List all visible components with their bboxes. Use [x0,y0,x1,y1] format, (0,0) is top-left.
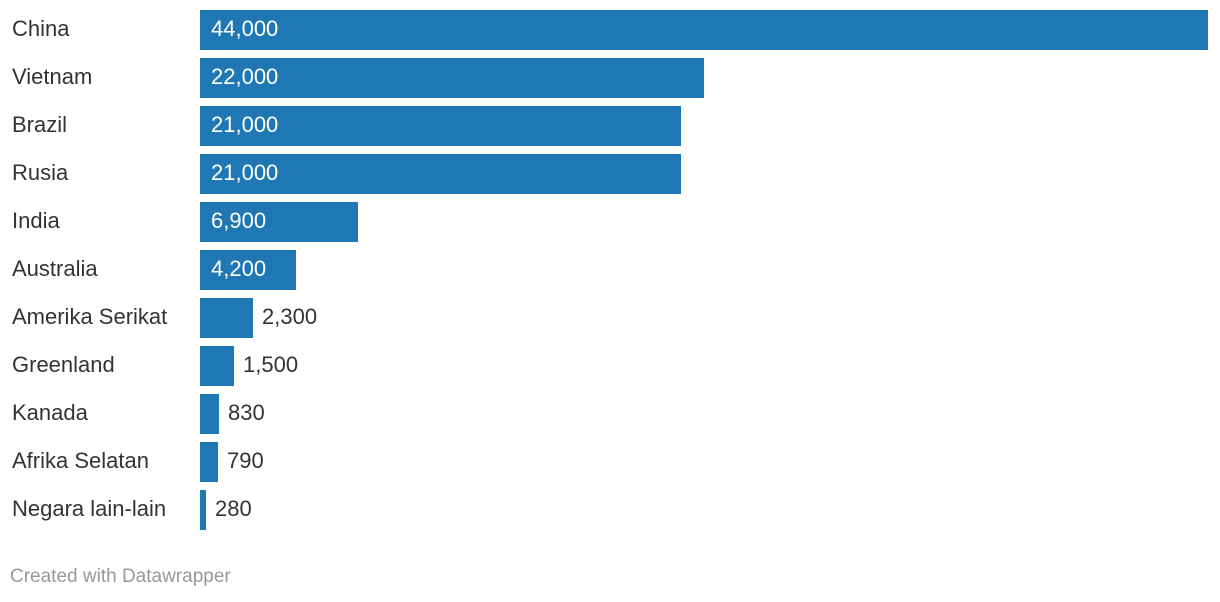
bar-chart: China 44,000 Vietnam 22,000 Brazil 21,000 Rusi… [0,10,1220,530]
bar-row: Brazil 21,000 [0,106,1220,146]
value-label: 790 [227,448,264,473]
bar [200,442,218,482]
bar [200,106,681,146]
bar-row: Afrika Selatan 790 [0,442,1220,482]
value-label: 1,500 [243,352,299,377]
credit-text: Created with Datawrapper [10,566,231,587]
category-label: Kanada [12,400,88,425]
category-label: Vietnam [12,64,93,89]
value-label: 280 [215,496,252,521]
bar [200,10,1208,50]
bar [200,58,704,98]
value-label: 4,200 [211,256,267,281]
bar [200,154,681,194]
value-label: 21,000 [211,160,279,185]
value-label: 2,300 [262,304,318,329]
category-label: Negara lain-lain [12,496,167,521]
bar-row: Vietnam 22,000 [0,58,1220,98]
category-label: India [12,208,60,233]
value-label: 22,000 [211,64,279,89]
category-label: Amerika Serikat [12,304,168,329]
bar-row: India 6,900 [0,202,1220,242]
value-label: 44,000 [211,16,279,41]
category-label: Australia [12,256,98,281]
bar [200,298,253,338]
value-label: 830 [228,400,265,425]
category-label: China [12,16,70,41]
bar [200,394,219,434]
bar-row: Greenland 1,500 [0,346,1220,386]
bar [200,202,358,242]
category-label: Brazil [12,112,68,137]
category-label: Greenland [12,352,115,377]
bar-row: Rusia 21,000 [0,154,1220,194]
value-label: 6,900 [211,208,267,233]
bar [200,346,234,386]
category-label: Rusia [12,160,69,185]
bar [200,250,296,290]
bar-row: Australia 4,200 [0,250,1220,290]
value-label: 21,000 [211,112,279,137]
bar-row: Negara lain-lain 280 [0,490,1220,530]
bar-row: Kanada 830 [0,394,1220,434]
bar-row: Amerika Serikat 2,300 [0,298,1220,338]
bar-row: China 44,000 [0,10,1220,50]
category-label: Afrika Selatan [12,448,149,473]
bar [200,490,206,530]
